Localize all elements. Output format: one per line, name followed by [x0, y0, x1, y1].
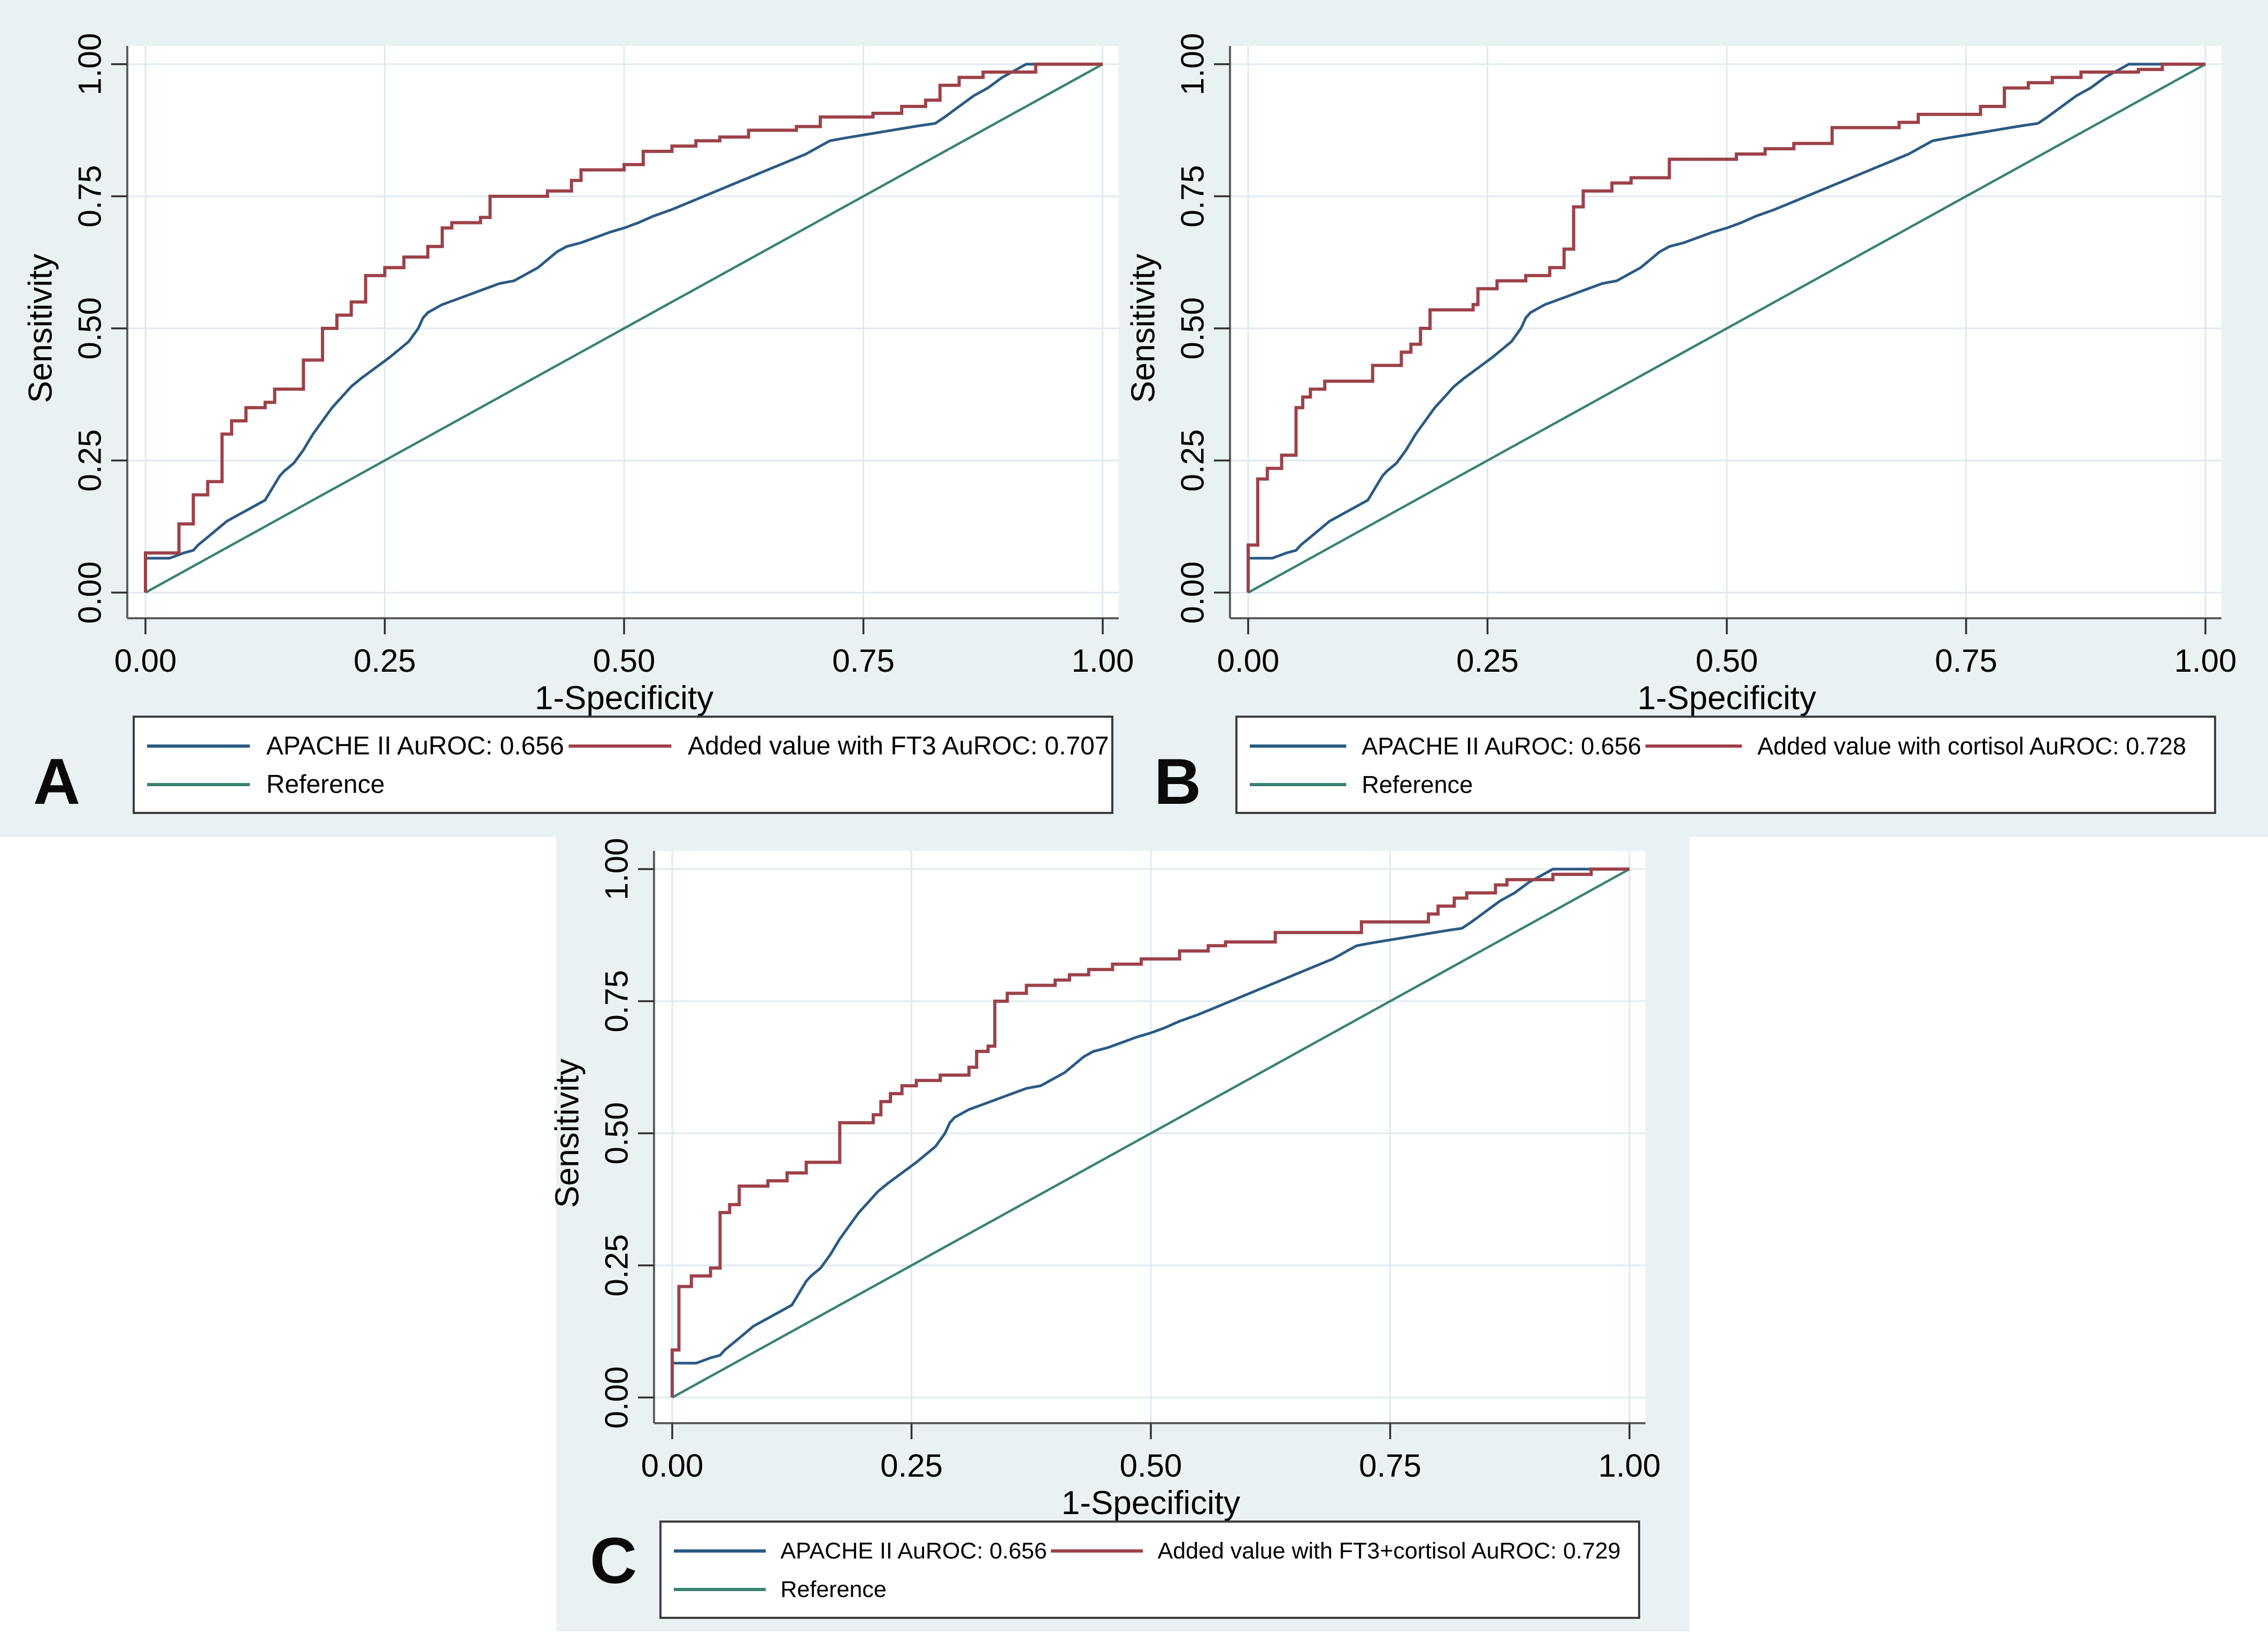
legend-label-apache: APACHE II AuROC: 0.656 — [780, 1538, 1047, 1564]
x-tick-label: 0.50 — [593, 643, 656, 679]
x-tick-label: 0.50 — [1120, 1448, 1182, 1484]
legend-label-apache: APACHE II AuROC: 0.656 — [1362, 733, 1641, 760]
x-tick-label: 0.75 — [832, 643, 895, 679]
y-tick-label: 1.00 — [1175, 33, 1211, 96]
legend-label-reference: Reference — [1362, 771, 1473, 798]
x-tick-label: 1.00 — [2174, 643, 2237, 679]
x-tick-label: 0.25 — [1456, 643, 1519, 679]
x-tick-label: 0.00 — [1217, 643, 1280, 679]
y-tick-label: 1.00 — [599, 838, 635, 901]
roc-curve-added — [1247, 63, 2205, 593]
legend-box — [1235, 716, 2216, 814]
legend-label-apache: APACHE II AuROC: 0.656 — [266, 732, 564, 761]
x-axis-title: 1-Specificity — [1062, 1485, 1240, 1522]
x-tick-label: 1.00 — [1598, 1448, 1661, 1484]
roc-curve-reference — [1247, 63, 2207, 594]
roc-curve-reference — [144, 63, 1104, 594]
roc-panel-b: 0.00 0.00 0.25 0.25 0.50 0.50 0.75 0.75 1.00 1.00… — [1103, 0, 2236, 834]
x-tick-label: 0.75 — [1359, 1448, 1421, 1484]
x-tick-label: 1.00 — [1072, 643, 1134, 679]
panel-label-a: A — [33, 745, 81, 818]
x-tick-label: 0.25 — [353, 643, 416, 679]
roc-chart-b: 0.000.00 0.25 0.25 0.50 0.50 0.75 0.75 1.00 1.00… — [1125, 33, 2237, 814]
y-tick-label: 0.50 — [599, 1102, 635, 1165]
x-tick-label: 0.50 — [1696, 643, 1758, 679]
plot-area — [654, 851, 1646, 1423]
legend-label-reference: Reference — [780, 1577, 886, 1602]
legend-label-reference: Reference — [266, 771, 385, 799]
y-tick-label: 0.50 — [1175, 297, 1211, 360]
roc-curve-apache — [1248, 63, 2205, 560]
x-axis-title: 1-Specificity — [1637, 680, 1816, 717]
roc-chart-c: 0.000.00 0.25 0.25 0.50 0.50 0.75 0.75 1.00 1.00… — [549, 838, 1661, 1619]
x-tick-label: 0.25 — [880, 1448, 943, 1484]
x-tick-label: 0.75 — [1935, 643, 1997, 679]
y-tick-label: 1.00 — [72, 33, 108, 96]
roc-curve-added — [144, 63, 1103, 593]
roc-curve-apache — [145, 63, 1103, 560]
roc-curve-reference — [671, 868, 1631, 1399]
roc-panel-a: 0.00 0.00 0.25 0.25 0.50 0.50 0.75 0.75 1.00 1.00… — [0, 0, 1134, 834]
roc-panel-c: 0.00 0.00 0.25 0.25 0.50 0.50 0.75 0.75 1.00 1.00… — [527, 805, 1660, 1639]
y-axis-title: Sensitivity — [1125, 254, 1162, 403]
y-tick-label: 0.00 — [72, 562, 108, 624]
plot-area — [127, 46, 1119, 618]
roc-curve-added — [671, 867, 1629, 1397]
roc-curve-apache — [672, 867, 1629, 1365]
legend-label-added: Added value with FT3 AuROC: 0.707 — [688, 732, 1109, 761]
panel-label-c: C — [590, 1524, 637, 1597]
x-tick-label: 0.00 — [641, 1448, 704, 1484]
y-tick-label: 0.25 — [599, 1234, 635, 1297]
legend-box — [659, 1521, 1640, 1619]
panel-label-b: B — [1154, 745, 1202, 818]
y-tick-label: 0.00 — [599, 1366, 635, 1429]
legend-box — [133, 716, 1113, 814]
roc-chart-a: 0.000.00 0.25 0.25 0.50 0.50 0.75 0.75 1.00 1.00… — [22, 33, 1134, 814]
y-tick-label: 0.25 — [72, 429, 108, 492]
legend-label-added: Added value with cortisol AuROC: 0.728 — [1757, 733, 2186, 760]
y-tick-label: 0.25 — [1175, 429, 1211, 492]
y-tick-label: 0.75 — [599, 970, 635, 1033]
y-tick-label: 0.75 — [72, 165, 108, 228]
x-axis-title: 1-Specificity — [535, 680, 713, 717]
x-tick-label: 0.00 — [114, 643, 177, 679]
y-tick-label: 0.50 — [72, 297, 108, 360]
legend-label-added: Added value with FT3+cortisol AuROC: 0.7… — [1158, 1538, 1621, 1564]
y-tick-label: 0.00 — [1175, 562, 1211, 624]
y-tick-label: 0.75 — [1175, 165, 1211, 228]
y-axis-title: Sensitivity — [22, 254, 59, 403]
plot-area — [1230, 46, 2221, 618]
y-axis-title: Sensitivity — [549, 1058, 586, 1208]
